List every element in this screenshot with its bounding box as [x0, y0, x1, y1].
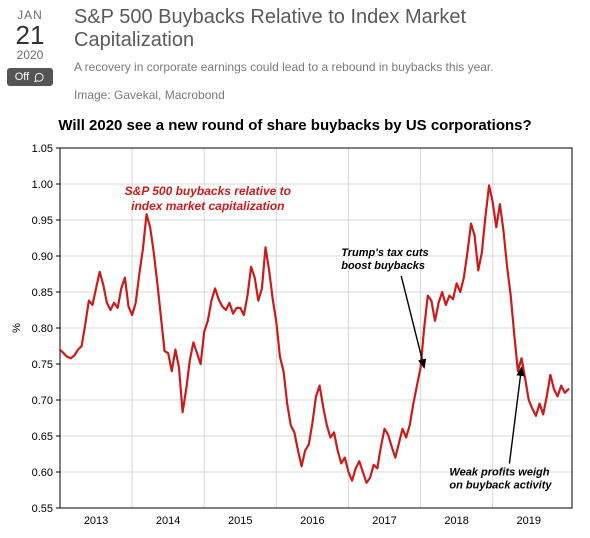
svg-text:0.85: 0.85: [32, 287, 53, 299]
svg-text:0.80: 0.80: [32, 323, 53, 335]
svg-text:1.05: 1.05: [32, 143, 53, 155]
comment-icon: [33, 72, 45, 83]
svg-text:0.95: 0.95: [32, 215, 53, 227]
article-title: S&P 500 Buybacks Relative to Index Marke…: [74, 6, 582, 52]
svg-text:index market capitalization: index market capitalization: [131, 199, 284, 213]
svg-text:0.75: 0.75: [32, 359, 53, 371]
svg-text:Weak profits weigh: Weak profits weigh: [449, 467, 549, 479]
off-label: Off: [15, 71, 29, 83]
svg-text:1.00: 1.00: [32, 179, 53, 191]
date-day: 21: [0, 22, 60, 48]
svg-text:Will 2020 see a new round of s: Will 2020 see a new round of share buyba…: [58, 117, 531, 134]
svg-text:Trump's tax cuts: Trump's tax cuts: [341, 247, 428, 259]
svg-text:0.90: 0.90: [32, 251, 53, 263]
svg-text:0.70: 0.70: [32, 395, 53, 407]
svg-text:2017: 2017: [372, 515, 396, 527]
comments-off-button[interactable]: Off: [7, 68, 53, 86]
svg-text:2016: 2016: [300, 515, 324, 527]
buybacks-chart: Will 2020 see a new round of share buyba…: [6, 114, 584, 534]
svg-text:0.55: 0.55: [32, 503, 53, 515]
svg-text:2013: 2013: [84, 515, 108, 527]
article-subtitle: A recovery in corporate earnings could l…: [74, 60, 582, 74]
article-header: JAN 21 2020 Off S&P 500 Buybacks Relativ…: [0, 0, 590, 102]
svg-text:2015: 2015: [228, 515, 252, 527]
date-block: JAN 21 2020 Off: [0, 0, 60, 90]
svg-text:2014: 2014: [156, 515, 180, 527]
image-source: Image: Gavekal, Macrobond: [74, 88, 582, 102]
svg-text:%: %: [11, 323, 23, 333]
svg-text:2018: 2018: [444, 515, 468, 527]
svg-text:0.60: 0.60: [32, 467, 53, 479]
date-year: 2020: [0, 48, 60, 62]
svg-text:boost buybacks: boost buybacks: [341, 260, 425, 272]
svg-text:2019: 2019: [516, 515, 540, 527]
svg-text:on buyback activity: on buyback activity: [449, 480, 552, 492]
svg-text:S&P 500 buybacks relative to: S&P 500 buybacks relative to: [125, 184, 291, 198]
svg-text:0.65: 0.65: [32, 431, 53, 443]
